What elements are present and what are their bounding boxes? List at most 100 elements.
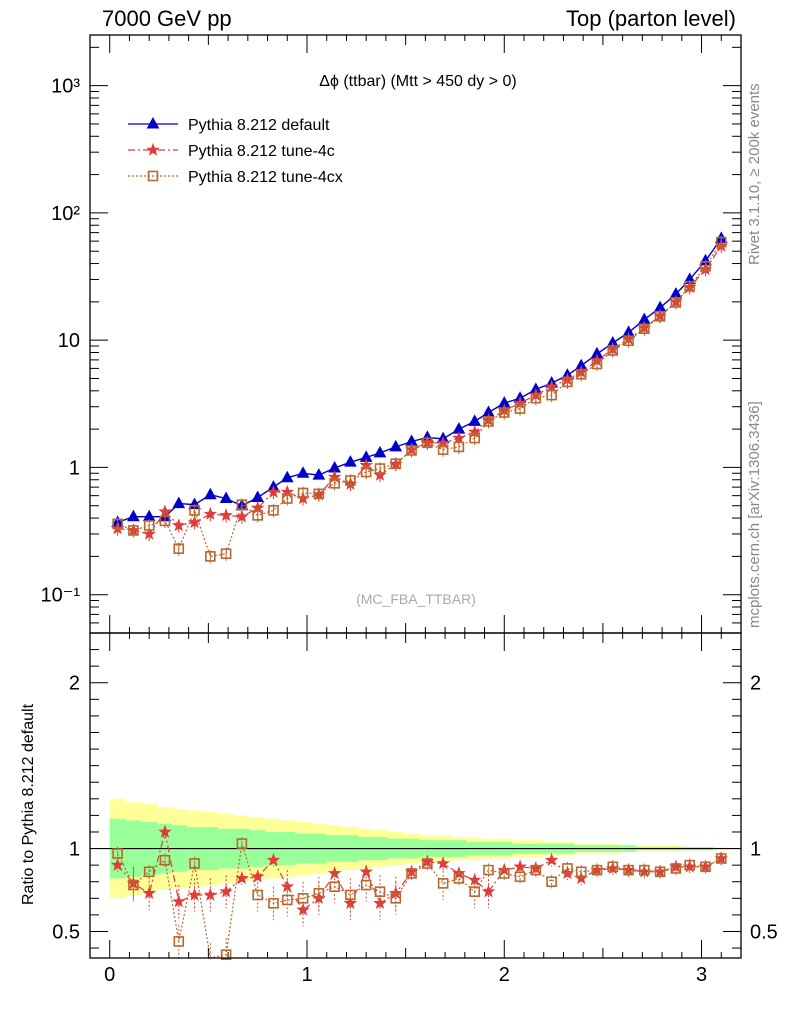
ratio-point-tune-4cx [189, 858, 200, 869]
data-point-tune-4cx [173, 543, 185, 554]
ratio-line-tune-4cx [117, 843, 722, 959]
data-point-tune-4cx [469, 432, 480, 444]
data-point-tune-4cx [252, 510, 263, 521]
data-point-tune-4cx [345, 475, 356, 486]
series-line-tune-4c [117, 245, 722, 535]
data-point-default [344, 455, 357, 467]
data-point-tune-4cx [143, 520, 155, 531]
ratio-y-tick-label: 0.5 [52, 921, 80, 943]
ratio-point-tune-4cx [530, 864, 542, 876]
ratio-point-tune-4c [142, 886, 156, 899]
data-point-tune-4cx [360, 466, 372, 478]
data-point-tune-4cx [437, 444, 449, 455]
ratio-point-tune-4cx [514, 871, 526, 883]
ratio-point-tune-4cx [575, 866, 587, 878]
data-point-tune-4cx [562, 376, 573, 388]
legend-marker-tune-4c [146, 142, 160, 156]
ratio-point-tune-4cx [453, 873, 465, 884]
ratio-point-tune-4cx [220, 949, 232, 960]
ratio-point-tune-4cx [112, 848, 123, 859]
mcplots-label: mcplots.cern.ch [arXiv:1306.3436] [746, 401, 763, 628]
analysis-tag: (MC_FBA_TTBAR) [356, 591, 476, 607]
data-point-tune-4cx [639, 323, 650, 335]
data-point-tune-4cx [700, 261, 711, 272]
ratio-point-tune-4c [203, 887, 218, 901]
ratio-series-tune-4cx [112, 836, 727, 960]
ratio-point-tune-4cx [607, 861, 619, 873]
ratio-point-tune-4cx [406, 868, 417, 879]
data-point-tune-4cx [390, 458, 402, 469]
data-point-tune-4cx [406, 445, 417, 456]
ratio-point-tune-4cx [236, 838, 248, 849]
ratio-point-tune-4cx [173, 936, 185, 947]
legend-label-tune-4cx: Pythia 8.212 tune-4cx [188, 169, 343, 186]
series-default [111, 231, 728, 527]
legend-marker-tune-4cx [147, 170, 159, 182]
data-point-tune-4cx [159, 515, 171, 527]
data-point-tune-4cx [236, 499, 248, 510]
series-line-tune-4cx [117, 241, 722, 558]
legend-label-default: Pythia 8.212 default [188, 117, 330, 134]
ratio-point-tune-4cx [654, 866, 666, 878]
data-point-default [203, 487, 217, 500]
data-point-tune-4cx [128, 525, 139, 536]
ratio-point-tune-4cx [374, 886, 386, 897]
data-point-default [127, 509, 140, 522]
legend-marker-default [146, 116, 160, 129]
x-tick-label: 2 [499, 964, 510, 986]
ratio-point-tune-4c [389, 886, 403, 900]
x-tick-label: 3 [696, 964, 707, 986]
data-point-default [312, 468, 326, 480]
data-point-tune-4cx [268, 505, 279, 516]
ratio-point-tune-4c [219, 884, 233, 898]
ratio-point-tune-4cx [639, 864, 650, 876]
data-point-tune-4cx [623, 335, 634, 347]
ratio-point-tune-4c [513, 859, 527, 873]
data-point-tune-4cx [483, 416, 494, 427]
data-point-tune-4cx [205, 551, 216, 562]
data-point-default [389, 439, 403, 452]
ratio-plot-frame [89, 632, 742, 959]
y-tick-label: 10³ [51, 76, 80, 98]
ratio-point-tune-4cx [360, 879, 372, 891]
ratio-y-tick-label-right: 2 [750, 673, 761, 695]
data-point-tune-4cx [297, 487, 309, 499]
ratio-point-tune-4c [110, 858, 125, 871]
ratio-point-tune-4cx [281, 894, 293, 906]
ratio-point-tune-4c [280, 879, 295, 893]
x-tick-label: 0 [104, 964, 115, 986]
ratio-y-tick-label-right: 0.5 [750, 921, 778, 943]
data-point-tune-4cx [453, 441, 465, 453]
ratio-line-tune-4c [117, 831, 722, 911]
data-point-default [296, 466, 310, 478]
ratio-point-tune-4c [187, 887, 202, 901]
ratio-point-tune-4cx [345, 889, 356, 901]
data-point-default [251, 490, 265, 503]
ratio-point-tune-4cx [562, 863, 573, 874]
ratio-point-tune-4c [481, 884, 496, 898]
plot-title: Δϕ (ttbar) (Mtt > 450 dy > 0) [319, 73, 517, 90]
y-tick-label: 10⁻¹ [41, 585, 81, 607]
data-point-tune-4cx [607, 345, 619, 356]
data-point-tune-4c [203, 507, 218, 520]
data-point-tune-4cx [684, 281, 696, 292]
ratio-point-tune-4cx [469, 886, 480, 897]
data-point-tune-4c [158, 504, 172, 518]
data-point-tune-4c [142, 526, 156, 540]
y-tick-label: 10² [51, 203, 80, 225]
ratio-point-tune-4cx [670, 863, 682, 874]
data-point-tune-4cx [374, 463, 386, 474]
data-point-tune-4cx [112, 518, 123, 530]
ratio-point-tune-4cx [483, 864, 494, 876]
data-point-tune-4cx [530, 392, 542, 404]
data-point-tune-4cx [514, 403, 526, 414]
data-point-tune-4cx [422, 437, 433, 449]
ratio-point-tune-4cx [546, 876, 557, 888]
ratio-y-axis-label: Ratio to Pythia 8.212 default [20, 703, 37, 905]
data-point-tune-4cx [546, 389, 557, 401]
series-tune-4cx [112, 235, 727, 564]
series-tune-4c [110, 238, 729, 542]
data-point-default [468, 414, 482, 426]
data-point-tune-4cx [281, 493, 293, 504]
